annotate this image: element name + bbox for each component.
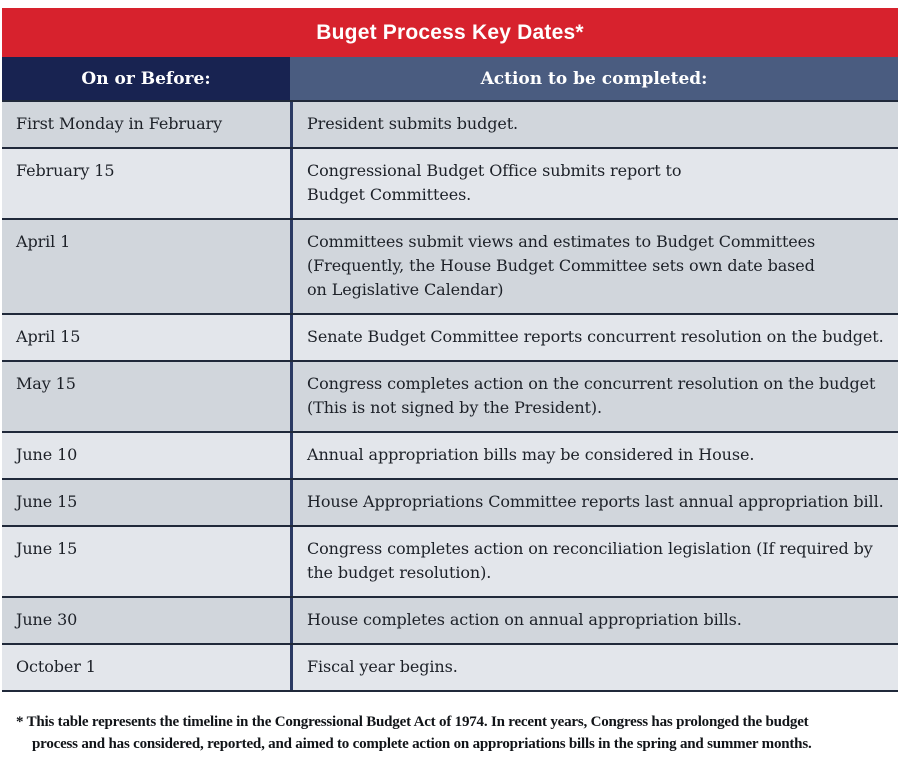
date-cell: June 15: [16, 539, 78, 558]
table-row: June 30 House completes action on annual…: [2, 596, 898, 643]
action-cell: Congressional Budget Office submits repo…: [290, 149, 898, 218]
table-row: June 15 House Appropriations Committee r…: [2, 478, 898, 525]
table-row: February 15 Congressional Budget Office …: [2, 147, 898, 218]
table-header-row: On or Before: Action to be completed:: [2, 57, 898, 100]
action-cell: House completes action on annual appropr…: [290, 598, 898, 643]
footnote: * This table represents the timeline in …: [16, 714, 812, 752]
action-cell: President submits budget.: [290, 102, 898, 147]
action-cell: House Appropriations Committee reports l…: [290, 480, 898, 525]
date-cell: June 15: [16, 492, 78, 511]
key-dates-table: Buget Process Key Dates* On or Before: A…: [2, 8, 898, 692]
table-row: April 1 Committees submit views and esti…: [2, 218, 898, 313]
table-row: October 1 Fiscal year begins.: [2, 643, 898, 690]
date-cell: May 15: [16, 374, 76, 393]
date-cell: April 15: [16, 327, 81, 346]
table-row: June 10 Annual appropriation bills may b…: [2, 431, 898, 478]
action-cell: Senate Budget Committee reports concurre…: [290, 315, 898, 360]
table-title-bar: Buget Process Key Dates*: [2, 8, 898, 57]
table-title: Buget Process Key Dates*: [316, 20, 584, 44]
date-cell: October 1: [16, 657, 96, 676]
table-body: First Monday in February President submi…: [2, 100, 898, 692]
column-header-on-or-before: On or Before:: [2, 57, 290, 100]
action-cell: Congress completes action on the concurr…: [290, 362, 898, 431]
table-row: First Monday in February President submi…: [2, 100, 898, 147]
action-cell: Committees submit views and estimates to…: [290, 220, 898, 313]
table-row: April 15 Senate Budget Committee reports…: [2, 313, 898, 360]
table-row: June 15 Congress completes action on rec…: [2, 525, 898, 596]
date-cell: June 30: [16, 610, 78, 629]
action-cell: Annual appropriation bills may be consid…: [290, 433, 898, 478]
action-cell: Fiscal year begins.: [290, 645, 898, 690]
date-cell: June 10: [16, 445, 78, 464]
column-header-action: Action to be completed:: [290, 57, 898, 100]
date-cell: February 15: [16, 161, 115, 180]
action-cell: Congress completes action on reconciliat…: [290, 527, 898, 596]
table-row: May 15 Congress completes action on the …: [2, 360, 898, 431]
date-cell: First Monday in February: [16, 114, 223, 133]
date-cell: April 1: [16, 232, 71, 251]
